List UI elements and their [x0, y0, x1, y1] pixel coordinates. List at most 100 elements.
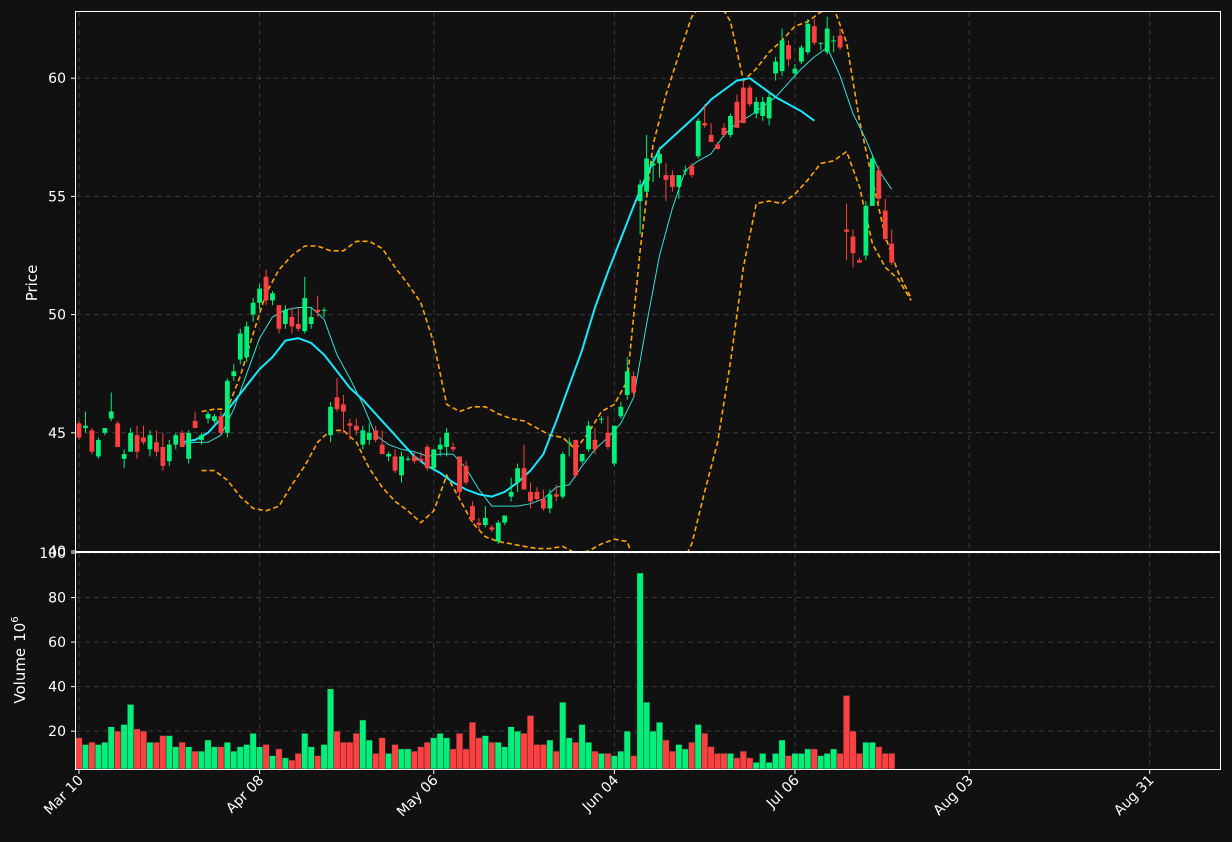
candle-body	[708, 134, 714, 143]
candlestick	[173, 432, 179, 450]
candle-body	[115, 423, 121, 447]
volume-axis-label-text: Volume	[11, 648, 29, 704]
volume-bar	[262, 744, 270, 770]
volume-bar	[140, 730, 147, 770]
candlestick	[115, 420, 121, 447]
candlestick	[502, 515, 508, 525]
volume-bar	[494, 742, 502, 770]
volume-bar	[314, 755, 322, 770]
candle-body	[321, 309, 327, 311]
volume-bar	[146, 742, 154, 770]
volume-bar	[178, 742, 186, 770]
candlestick	[289, 307, 295, 334]
candlestick	[76, 420, 82, 440]
candle-body	[341, 404, 346, 412]
volume-bar	[281, 757, 289, 770]
volume-bar	[565, 737, 573, 770]
candle-body	[141, 437, 146, 443]
volume-bar	[449, 748, 457, 770]
candlestick	[766, 92, 772, 126]
candle-body	[611, 425, 617, 464]
volume-bar	[520, 733, 528, 770]
candlestick	[708, 123, 714, 143]
volume-bar	[785, 755, 792, 770]
volume-bar	[301, 733, 309, 770]
volume-panel-frame	[75, 552, 1221, 770]
candlestick	[179, 430, 185, 447]
candlestick	[482, 506, 488, 528]
candle-body	[605, 432, 611, 447]
volume-bar	[868, 742, 876, 770]
volume-bar	[572, 742, 580, 770]
candlestick	[541, 489, 546, 511]
candlestick	[586, 420, 591, 452]
volume-bar	[810, 748, 818, 770]
candlestick	[702, 104, 708, 128]
volume-bar	[546, 739, 554, 770]
candlestick	[560, 451, 566, 499]
candle-body	[373, 430, 379, 440]
candle-body	[399, 456, 404, 476]
candlestick	[579, 454, 585, 464]
candlestick	[670, 170, 675, 192]
candlestick	[728, 113, 733, 138]
candlestick	[863, 201, 869, 261]
candle-body	[747, 87, 753, 105]
candlestick	[134, 425, 140, 459]
volume-bar	[114, 730, 122, 770]
volume-bar	[862, 742, 870, 770]
candle-body	[573, 439, 579, 476]
volume-bar	[507, 726, 515, 770]
volume-bar	[797, 753, 805, 770]
volume-bar	[739, 750, 747, 770]
volume-bar	[165, 735, 173, 770]
candlestick	[889, 229, 895, 265]
volume-bar	[417, 746, 425, 770]
candle-body	[244, 326, 250, 358]
candle-body	[592, 439, 598, 450]
candlestick	[321, 307, 327, 317]
candlestick	[257, 283, 262, 310]
candle-body	[128, 432, 133, 452]
volume-bar	[643, 701, 651, 770]
candlestick	[283, 305, 288, 329]
candlestick	[166, 439, 172, 466]
candlestick	[818, 42, 824, 50]
volume-bar	[772, 753, 780, 770]
volume-bar	[752, 762, 760, 770]
volume-bar	[726, 753, 734, 770]
volume-bar	[230, 750, 238, 770]
volume-bar	[256, 746, 264, 770]
candlestick	[644, 134, 649, 195]
volume-bar	[423, 742, 431, 770]
candlestick	[470, 501, 475, 523]
candlestick	[786, 40, 791, 67]
candle-body	[663, 175, 669, 180]
candlestick	[734, 94, 740, 128]
candlestick	[379, 430, 385, 455]
candlestick	[224, 378, 230, 438]
volume-bar	[391, 744, 399, 770]
candle-body	[95, 439, 101, 457]
volume-bar	[198, 750, 206, 770]
candle-body	[386, 454, 391, 457]
candle-body	[863, 205, 869, 256]
volume-bar	[694, 724, 702, 770]
candle-body	[437, 444, 443, 450]
candlestick	[528, 482, 533, 509]
candlestick	[263, 269, 269, 306]
candlestick	[199, 432, 204, 445]
candlestick	[147, 430, 153, 457]
candle-body	[560, 454, 566, 497]
volume-bar	[372, 753, 380, 770]
candlestick	[360, 425, 366, 450]
volume-bar	[617, 750, 625, 770]
candle-body	[166, 444, 172, 462]
x-tick-label: Jul 06	[763, 772, 803, 812]
candlestick	[373, 425, 379, 443]
candle-body	[76, 423, 82, 438]
candlestick	[418, 451, 424, 462]
candle-body	[657, 153, 662, 164]
volume-axis-label: Volume 106	[10, 616, 29, 703]
candle-body	[734, 101, 740, 128]
